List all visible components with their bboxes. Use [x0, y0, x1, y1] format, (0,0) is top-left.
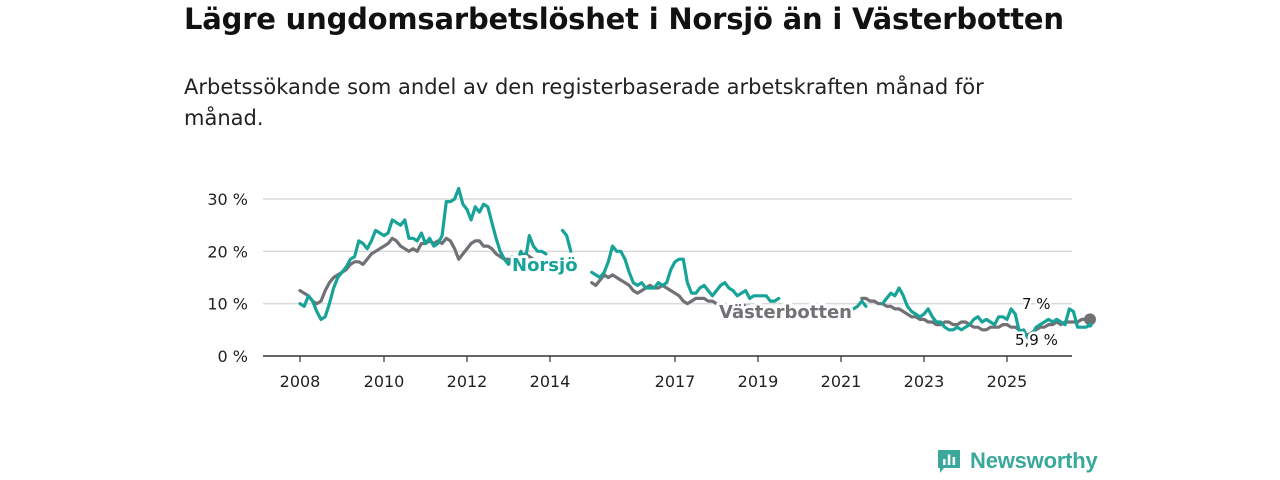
x-tick-label: 2008 [280, 372, 321, 391]
series-line-vasterbotten [590, 273, 760, 314]
x-tick-label: 2021 [821, 372, 862, 391]
x-tick-label: 2010 [364, 372, 405, 391]
series-line-vasterbotten [298, 236, 548, 306]
series-line-norsjo [560, 228, 573, 253]
end-label-norsjo-halo: 5,9 % [1015, 331, 1058, 349]
x-tick-label: 2017 [655, 372, 696, 391]
end-label-vasterbotten-halo: 7 % [1022, 295, 1051, 313]
chart-title: Lägre ungdomsarbetslöshet i Norsjö än i … [184, 2, 1064, 36]
series-line-norsjo [880, 286, 1092, 340]
vasterbotten-end-dot [1084, 313, 1096, 326]
series-line-norsjo [298, 186, 548, 321]
end-label-norsjo: 5,9 % [1015, 331, 1058, 349]
series-label-norsjo-halo: Norsjö [512, 255, 578, 276]
series-label-norsjo: Norsjö [512, 255, 578, 276]
series-label-vasterbotten-halo: Västerbotten [719, 302, 852, 323]
series-label-vasterbotten: Västerbotten [719, 302, 852, 323]
series-line-norsjo [851, 299, 868, 311]
series-line-vasterbotten [860, 296, 1092, 337]
x-tick-label: 2012 [447, 372, 488, 391]
y-tick-label: 0 % [218, 347, 248, 366]
x-tick-label: 2023 [904, 372, 945, 391]
y-tick-label: 20 % [207, 242, 248, 261]
chart-subtitle: Arbetssökande som andel av den registerb… [184, 75, 984, 130]
series-line-norsjo [590, 244, 781, 303]
y-tick-label: 30 % [207, 190, 248, 209]
x-tick-label: 2025 [987, 372, 1028, 391]
end-label-vasterbotten: 7 % [1022, 295, 1051, 313]
norsjo-end-dot [1087, 322, 1093, 328]
series-lines [298, 186, 1096, 340]
grid-lines [263, 198, 1072, 305]
newsworthy-logo: Newsworthy [936, 448, 1098, 474]
x-tick-label: 2014 [530, 372, 571, 391]
newsworthy-logo-text: Newsworthy [970, 448, 1098, 473]
x-tick-label: 2019 [738, 372, 779, 391]
axes: 0 % 10 % 20 % 30 % 2008 2010 2012 2014 2017 2019 2… [207, 190, 1072, 391]
y-tick-label: 10 % [207, 295, 248, 314]
newsworthy-logo-icon [938, 450, 960, 473]
